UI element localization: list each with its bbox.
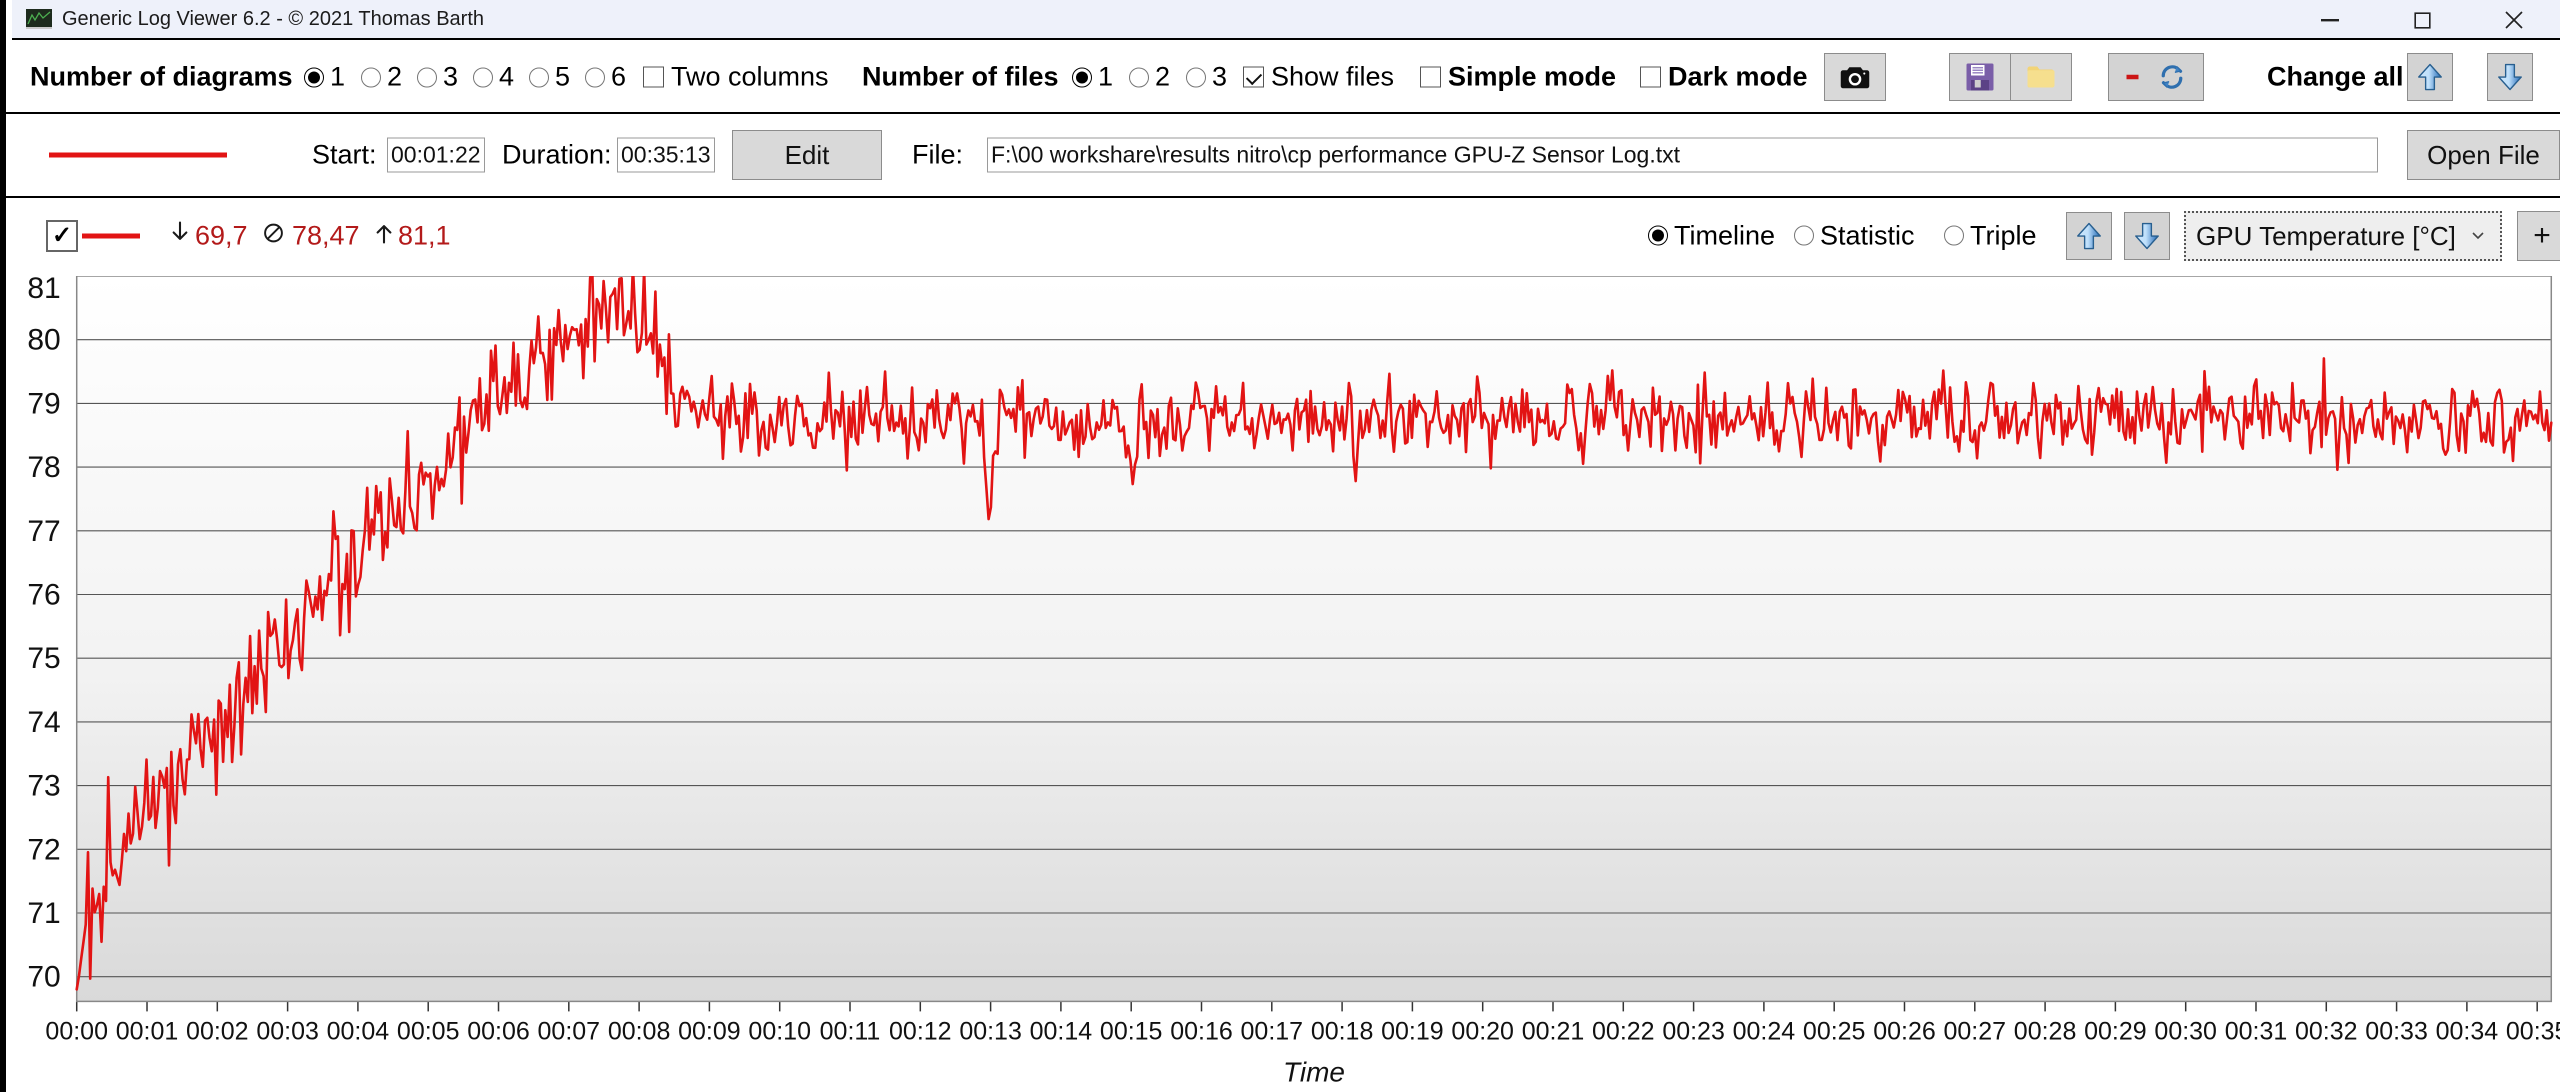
svg-text:76: 76 <box>27 578 60 611</box>
svg-text:00:02: 00:02 <box>186 1017 249 1045</box>
svg-text:00:15: 00:15 <box>1100 1017 1163 1045</box>
svg-text:Time: Time <box>1283 1056 1345 1087</box>
svg-text:78: 78 <box>27 451 60 484</box>
svg-text:70: 70 <box>27 960 60 993</box>
svg-text:00:24: 00:24 <box>1733 1017 1796 1045</box>
svg-text:00:12: 00:12 <box>889 1017 952 1045</box>
svg-text:00:16: 00:16 <box>1170 1017 1233 1045</box>
svg-text:00:01: 00:01 <box>116 1017 179 1045</box>
svg-text:00:10: 00:10 <box>748 1017 811 1045</box>
svg-text:81: 81 <box>27 276 60 305</box>
svg-text:00:07: 00:07 <box>538 1017 601 1045</box>
svg-text:00:21: 00:21 <box>1522 1017 1585 1045</box>
svg-text:73: 73 <box>27 769 60 802</box>
svg-text:00:05: 00:05 <box>397 1017 460 1045</box>
svg-text:00:14: 00:14 <box>1030 1017 1093 1045</box>
svg-text:00:29: 00:29 <box>2084 1017 2147 1045</box>
svg-text:00:19: 00:19 <box>1381 1017 1444 1045</box>
svg-text:00:30: 00:30 <box>2154 1017 2217 1045</box>
svg-text:80: 80 <box>27 323 60 356</box>
svg-text:00:18: 00:18 <box>1311 1017 1374 1045</box>
svg-text:00:04: 00:04 <box>327 1017 390 1045</box>
svg-text:00:09: 00:09 <box>678 1017 741 1045</box>
svg-text:00:11: 00:11 <box>820 1017 881 1045</box>
svg-text:00:23: 00:23 <box>1662 1017 1725 1045</box>
svg-text:71: 71 <box>27 897 60 930</box>
svg-text:79: 79 <box>27 387 60 420</box>
svg-text:00:20: 00:20 <box>1451 1017 1514 1045</box>
svg-text:74: 74 <box>27 705 60 738</box>
svg-text:00:08: 00:08 <box>608 1017 671 1045</box>
svg-text:77: 77 <box>27 514 60 547</box>
svg-text:75: 75 <box>27 642 60 675</box>
svg-text:00:26: 00:26 <box>1873 1017 1936 1045</box>
svg-text:00:25: 00:25 <box>1803 1017 1866 1045</box>
svg-text:00:27: 00:27 <box>1944 1017 2007 1045</box>
svg-text:00:06: 00:06 <box>467 1017 530 1045</box>
svg-text:00:31: 00:31 <box>2225 1017 2288 1045</box>
svg-text:00:34: 00:34 <box>2436 1017 2499 1045</box>
svg-text:00:03: 00:03 <box>256 1017 319 1045</box>
svg-text:00:22: 00:22 <box>1592 1017 1655 1045</box>
svg-text:00:32: 00:32 <box>2295 1017 2358 1045</box>
svg-text:00:28: 00:28 <box>2014 1017 2077 1045</box>
svg-text:00:17: 00:17 <box>1241 1017 1304 1045</box>
svg-text:00:00: 00:00 <box>45 1017 108 1045</box>
svg-text:00:33: 00:33 <box>2365 1017 2428 1045</box>
svg-text:00:35: 00:35 <box>2506 1017 2560 1045</box>
svg-text:00:13: 00:13 <box>959 1017 1022 1045</box>
svg-text:72: 72 <box>27 833 60 866</box>
